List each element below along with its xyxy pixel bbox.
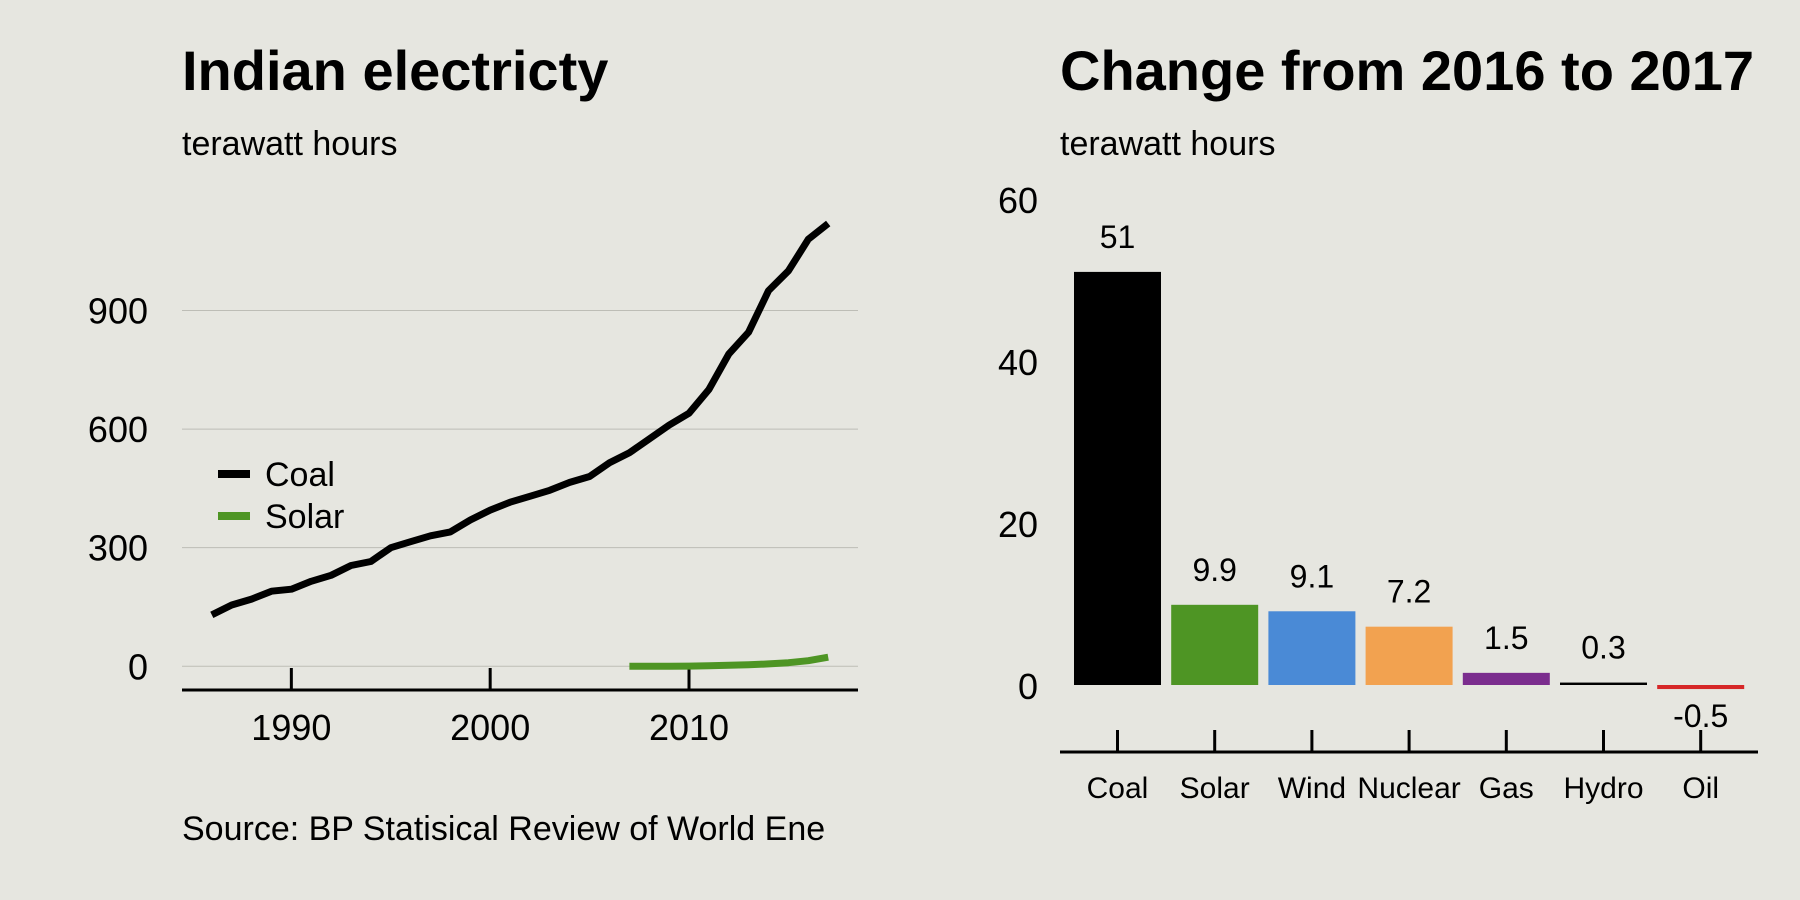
bar-value-label-wind: 9.1 [1290,558,1334,594]
left-y-tick-label: 0 [128,646,148,687]
left-x-tick-label: 2010 [649,707,729,748]
legend-label-solar: Solar [265,498,344,536]
left-y-tick-label: 900 [88,290,148,331]
legend: Coal Solar [218,456,344,536]
bar-value-label-oil: -0.5 [1673,698,1728,734]
legend-label-coal: Coal [265,456,335,494]
right-y-axis: 0 20 40 60 [998,180,1038,707]
source-note: Source: BP Statisical Review of World En… [182,810,825,848]
category-label-nuclear: Nuclear [1357,772,1460,805]
left-y-tick-label: 600 [88,409,148,450]
bar-value-label-gas: 1.5 [1484,620,1528,656]
bar-coal [1074,271,1161,685]
right-chart-subtitle: terawatt hours [1060,125,1275,163]
category-label-coal: Coal [1087,772,1149,805]
bar-value-label-hydro: 0.3 [1581,630,1625,666]
bar-value-label-coal: 51 [1100,219,1136,255]
category-label-wind: Wind [1278,772,1346,805]
bar-nuclear [1365,626,1453,685]
right-y-tick-label: 0 [1018,666,1038,707]
left-chart-title: Indian electricty [182,39,608,102]
category-label-solar: Solar [1180,772,1250,805]
right-y-tick-label: 40 [998,342,1038,383]
bar-gas [1462,672,1550,685]
left-x-tick-label: 2000 [450,707,530,748]
bar-wind [1268,611,1356,685]
right-y-tick-label: 60 [998,180,1038,221]
right-y-tick-label: 20 [998,504,1038,545]
bar-oil [1657,685,1745,690]
category-label-hydro: Hydro [1563,772,1643,805]
left-x-tick-label: 1990 [251,707,331,748]
series-line-solar [629,653,829,670]
bar-solar [1171,604,1259,685]
left-chart-subtitle: terawatt hours [182,125,397,163]
left-y-axis: 0 300 600 900 [88,290,148,687]
series-line-coal [210,220,831,619]
left-series-lines [210,220,831,670]
right-chart-title: Change from 2016 to 2017 [1060,39,1754,102]
left-x-axis: 1990 2000 2010 [182,668,858,748]
right-x-axis: Coal Solar Wind Nuclear Gas Hydro Oil [1060,730,1758,805]
bar-value-label-nuclear: 7.2 [1387,574,1431,610]
category-label-gas: Gas [1479,772,1534,805]
left-y-tick-label: 300 [88,528,148,569]
bar-hydro [1560,682,1647,685]
category-label-oil: Oil [1682,772,1719,805]
bar-value-label-solar: 9.9 [1192,552,1236,588]
right-bars: 51 9.9 9.1 7.2 1.5 0.3 -0.5 [1074,219,1745,734]
